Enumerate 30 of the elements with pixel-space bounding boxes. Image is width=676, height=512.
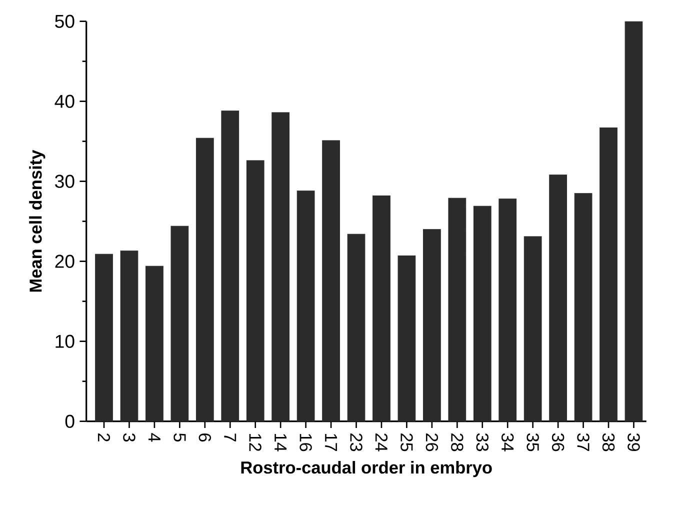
x-tick-label: 17 — [325, 434, 337, 451]
x-tick-label: 14 — [274, 434, 287, 452]
x-tick-label: 35 — [526, 433, 539, 452]
y-tick-label: 30 — [55, 174, 74, 188]
x-tick-label: 24 — [375, 434, 388, 452]
y-tick-label: 0 — [65, 414, 74, 428]
x-tick-label: 26 — [426, 434, 438, 452]
x-tick-label: 6 — [198, 434, 212, 442]
x-tick-label: 34 — [502, 433, 514, 452]
x-tick-label: 12 — [249, 434, 262, 451]
x-tick-label: 2 — [98, 434, 110, 442]
x-tick-label: 33 — [476, 433, 488, 452]
x-tick-label: 25 — [400, 434, 413, 452]
x-tick-label: 28 — [451, 434, 464, 452]
y-tick-label: 50 — [55, 14, 74, 28]
y-tick-label: 10 — [56, 334, 74, 348]
x-axis-title: Rostro-caudal order in embryo — [241, 460, 492, 478]
x-tick-label: 23 — [350, 434, 362, 452]
y-tick-label: 40 — [54, 94, 74, 108]
x-tick-label: 16 — [300, 434, 312, 452]
x-tick-label: 5 — [174, 433, 186, 442]
x-tick-label: 3 — [123, 433, 136, 442]
x-tick-label: 36 — [552, 433, 564, 452]
x-tick-label: 39 — [628, 433, 640, 452]
x-tick-label: 7 — [224, 434, 236, 442]
x-tick-label: 38 — [602, 433, 615, 452]
x-tick-label: 37 — [577, 433, 590, 451]
y-axis-title: Mean cell density — [29, 150, 46, 292]
x-tick-label: 4 — [148, 433, 160, 442]
y-tick-label: 20 — [55, 254, 74, 268]
